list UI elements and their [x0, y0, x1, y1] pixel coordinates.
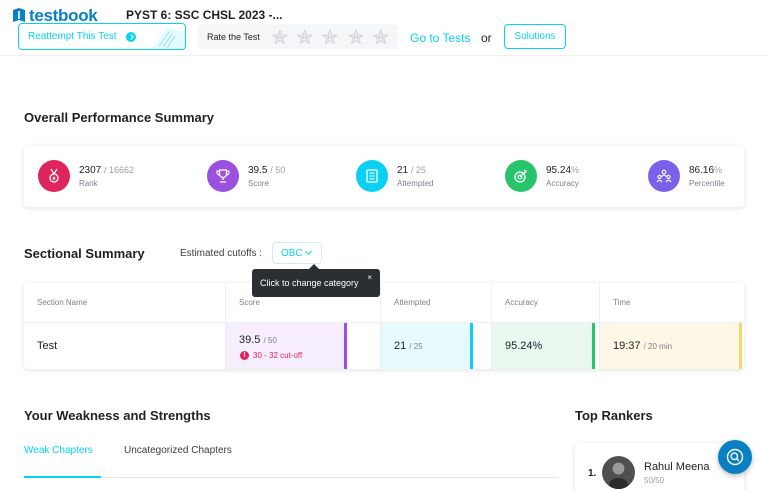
- search-icon: [726, 448, 744, 466]
- time-cell-bar: [739, 323, 742, 369]
- column-header-attempted: Attempted: [381, 283, 492, 323]
- testbook-logo[interactable]: testbook: [12, 6, 98, 26]
- score-total: / 50: [270, 165, 286, 175]
- score-cell-bar: [344, 323, 347, 369]
- cutoff-note: ! 30 - 32 cut-off: [240, 351, 302, 360]
- table-cell-accuracy: 95.24%: [492, 323, 600, 369]
- avatar: [602, 456, 635, 489]
- target-icon: [505, 160, 537, 192]
- trophy-icon: [207, 160, 239, 192]
- chat-search-button[interactable]: [718, 440, 752, 474]
- rank-label: Rank: [79, 179, 98, 188]
- category-tooltip: Click to change category ×: [252, 264, 380, 297]
- rating-star-4-icon[interactable]: [347, 28, 364, 45]
- row-accuracy-value: 95.24%: [505, 340, 543, 352]
- sectional-summary-title: Sectional Summary: [24, 246, 145, 261]
- table-cell-attempted: 21 / 25: [381, 323, 492, 369]
- sectional-summary-table: Section Name Score Attempted Accuracy Ti…: [24, 283, 744, 369]
- ranker-name: Rahul Meena: [644, 461, 710, 473]
- solutions-button[interactable]: Solutions: [504, 24, 566, 49]
- close-icon[interactable]: ×: [367, 273, 372, 282]
- overall-summary-title: Overall Performance Summary: [24, 110, 215, 125]
- alert-icon: !: [240, 351, 249, 360]
- cutoff-category-select[interactable]: OBC: [272, 242, 322, 264]
- cutoff-note-text: 30 - 32 cut-off: [253, 351, 303, 360]
- score-label: Score: [248, 179, 269, 188]
- rating-star-1-icon[interactable]: [271, 28, 288, 45]
- go-to-tests-link[interactable]: Go to Tests: [410, 31, 471, 45]
- active-tab-indicator: [24, 476, 101, 478]
- row-score-value: 39.5: [239, 334, 261, 346]
- tab-weak-chapters[interactable]: Weak Chapters: [24, 445, 93, 456]
- rate-label: Rate the Test: [207, 31, 260, 42]
- document-decoration-icon: [152, 27, 185, 49]
- accuracy-cell-bar: [592, 323, 595, 369]
- accuracy-cell-fill: [492, 323, 594, 369]
- table-cell-section-name: Test: [24, 323, 226, 369]
- column-header-accuracy: Accuracy: [492, 283, 600, 323]
- score-value: 39.5: [248, 165, 268, 176]
- row-attempted-total: / 25: [409, 342, 423, 351]
- accuracy-unit: %: [571, 165, 580, 175]
- rate-test-box: Rate the Test: [198, 24, 398, 49]
- table-cell-time: 19:37 / 20 min: [600, 323, 744, 369]
- attempted-total: / 25: [410, 165, 426, 175]
- logo-text: testbook: [29, 6, 98, 25]
- stat-attempted: 21 / 25 Attempted: [356, 160, 433, 192]
- ranker-rank: 1.: [588, 468, 597, 479]
- chevron-down-icon: [304, 247, 312, 256]
- column-header-time: Time: [600, 283, 744, 323]
- stat-percentile: 86.16% Percentile: [648, 160, 725, 192]
- weakness-strengths-title: Your Weakness and Strengths: [24, 408, 211, 423]
- stat-score: 39.5 / 50 Score: [207, 160, 285, 192]
- ranker-card[interactable]: 1. Rahul Meena 50/50: [575, 443, 744, 490]
- arrow-right-icon: [125, 31, 136, 42]
- or-text: or: [481, 31, 492, 45]
- overall-summary-card: 2307 / 16662 Rank 39.5 / 50 Score 21 / 2…: [24, 146, 744, 207]
- testbook-logo-icon: [13, 8, 25, 22]
- reattempt-label: Reattempt This Test: [28, 31, 117, 42]
- test-title: PYST 6: SSC CHSL 2023 -...: [126, 8, 283, 22]
- attempted-cell-bar: [470, 323, 473, 369]
- score-cell-fill: [226, 323, 348, 369]
- stat-rank: 2307 / 16662 Rank: [38, 160, 134, 192]
- reattempt-button[interactable]: Reattempt This Test: [18, 23, 186, 50]
- row-attempted-value: 21: [394, 340, 407, 352]
- cutoff-label: Estimated cutoffs :: [180, 248, 263, 259]
- accuracy-label: Accuracy: [546, 179, 579, 188]
- rating-star-3-icon[interactable]: [322, 28, 339, 45]
- rating-star-5-icon[interactable]: [372, 28, 389, 45]
- cutoff-category-value: OBC: [281, 247, 303, 259]
- attempted-label: Attempted: [397, 179, 434, 188]
- top-rankers-title: Top Rankers: [575, 408, 653, 423]
- row-score-total: / 50: [263, 336, 277, 345]
- users-icon: [648, 160, 680, 192]
- ranker-score: 50/50: [644, 476, 665, 485]
- medal-icon: [38, 160, 70, 192]
- chapter-tabs: Weak Chapters Uncategorized Chapters: [24, 440, 558, 478]
- row-time-total: / 20 min: [643, 342, 673, 351]
- rank-value: 2307: [79, 165, 102, 176]
- rank-total: / 16662: [104, 165, 135, 175]
- time-cell-fill: [600, 323, 739, 369]
- top-bar: testbook PYST 6: SSC CHSL 2023 -... Reat…: [0, 0, 768, 56]
- stat-accuracy: 95.24% Accuracy: [505, 160, 579, 192]
- tooltip-text: Click to change category: [260, 278, 359, 288]
- percentile-unit: %: [714, 165, 723, 175]
- table-cell-score: 39.5 / 50 ! 30 - 32 cut-off: [226, 323, 381, 369]
- attempted-cell-fill: [381, 323, 471, 369]
- row-time-value: 19:37: [613, 340, 641, 352]
- section-name: Test: [37, 340, 58, 352]
- rating-star-2-icon[interactable]: [297, 28, 313, 45]
- tab-uncategorized-chapters[interactable]: Uncategorized Chapters: [124, 445, 232, 456]
- percentile-value: 86.16: [689, 165, 715, 176]
- column-header-score: Score: [226, 283, 381, 323]
- attempted-value: 21: [397, 165, 409, 176]
- checklist-icon: [356, 160, 388, 192]
- column-header-section: Section Name: [24, 283, 226, 323]
- percentile-label: Percentile: [689, 179, 725, 188]
- accuracy-value: 95.24: [546, 165, 572, 176]
